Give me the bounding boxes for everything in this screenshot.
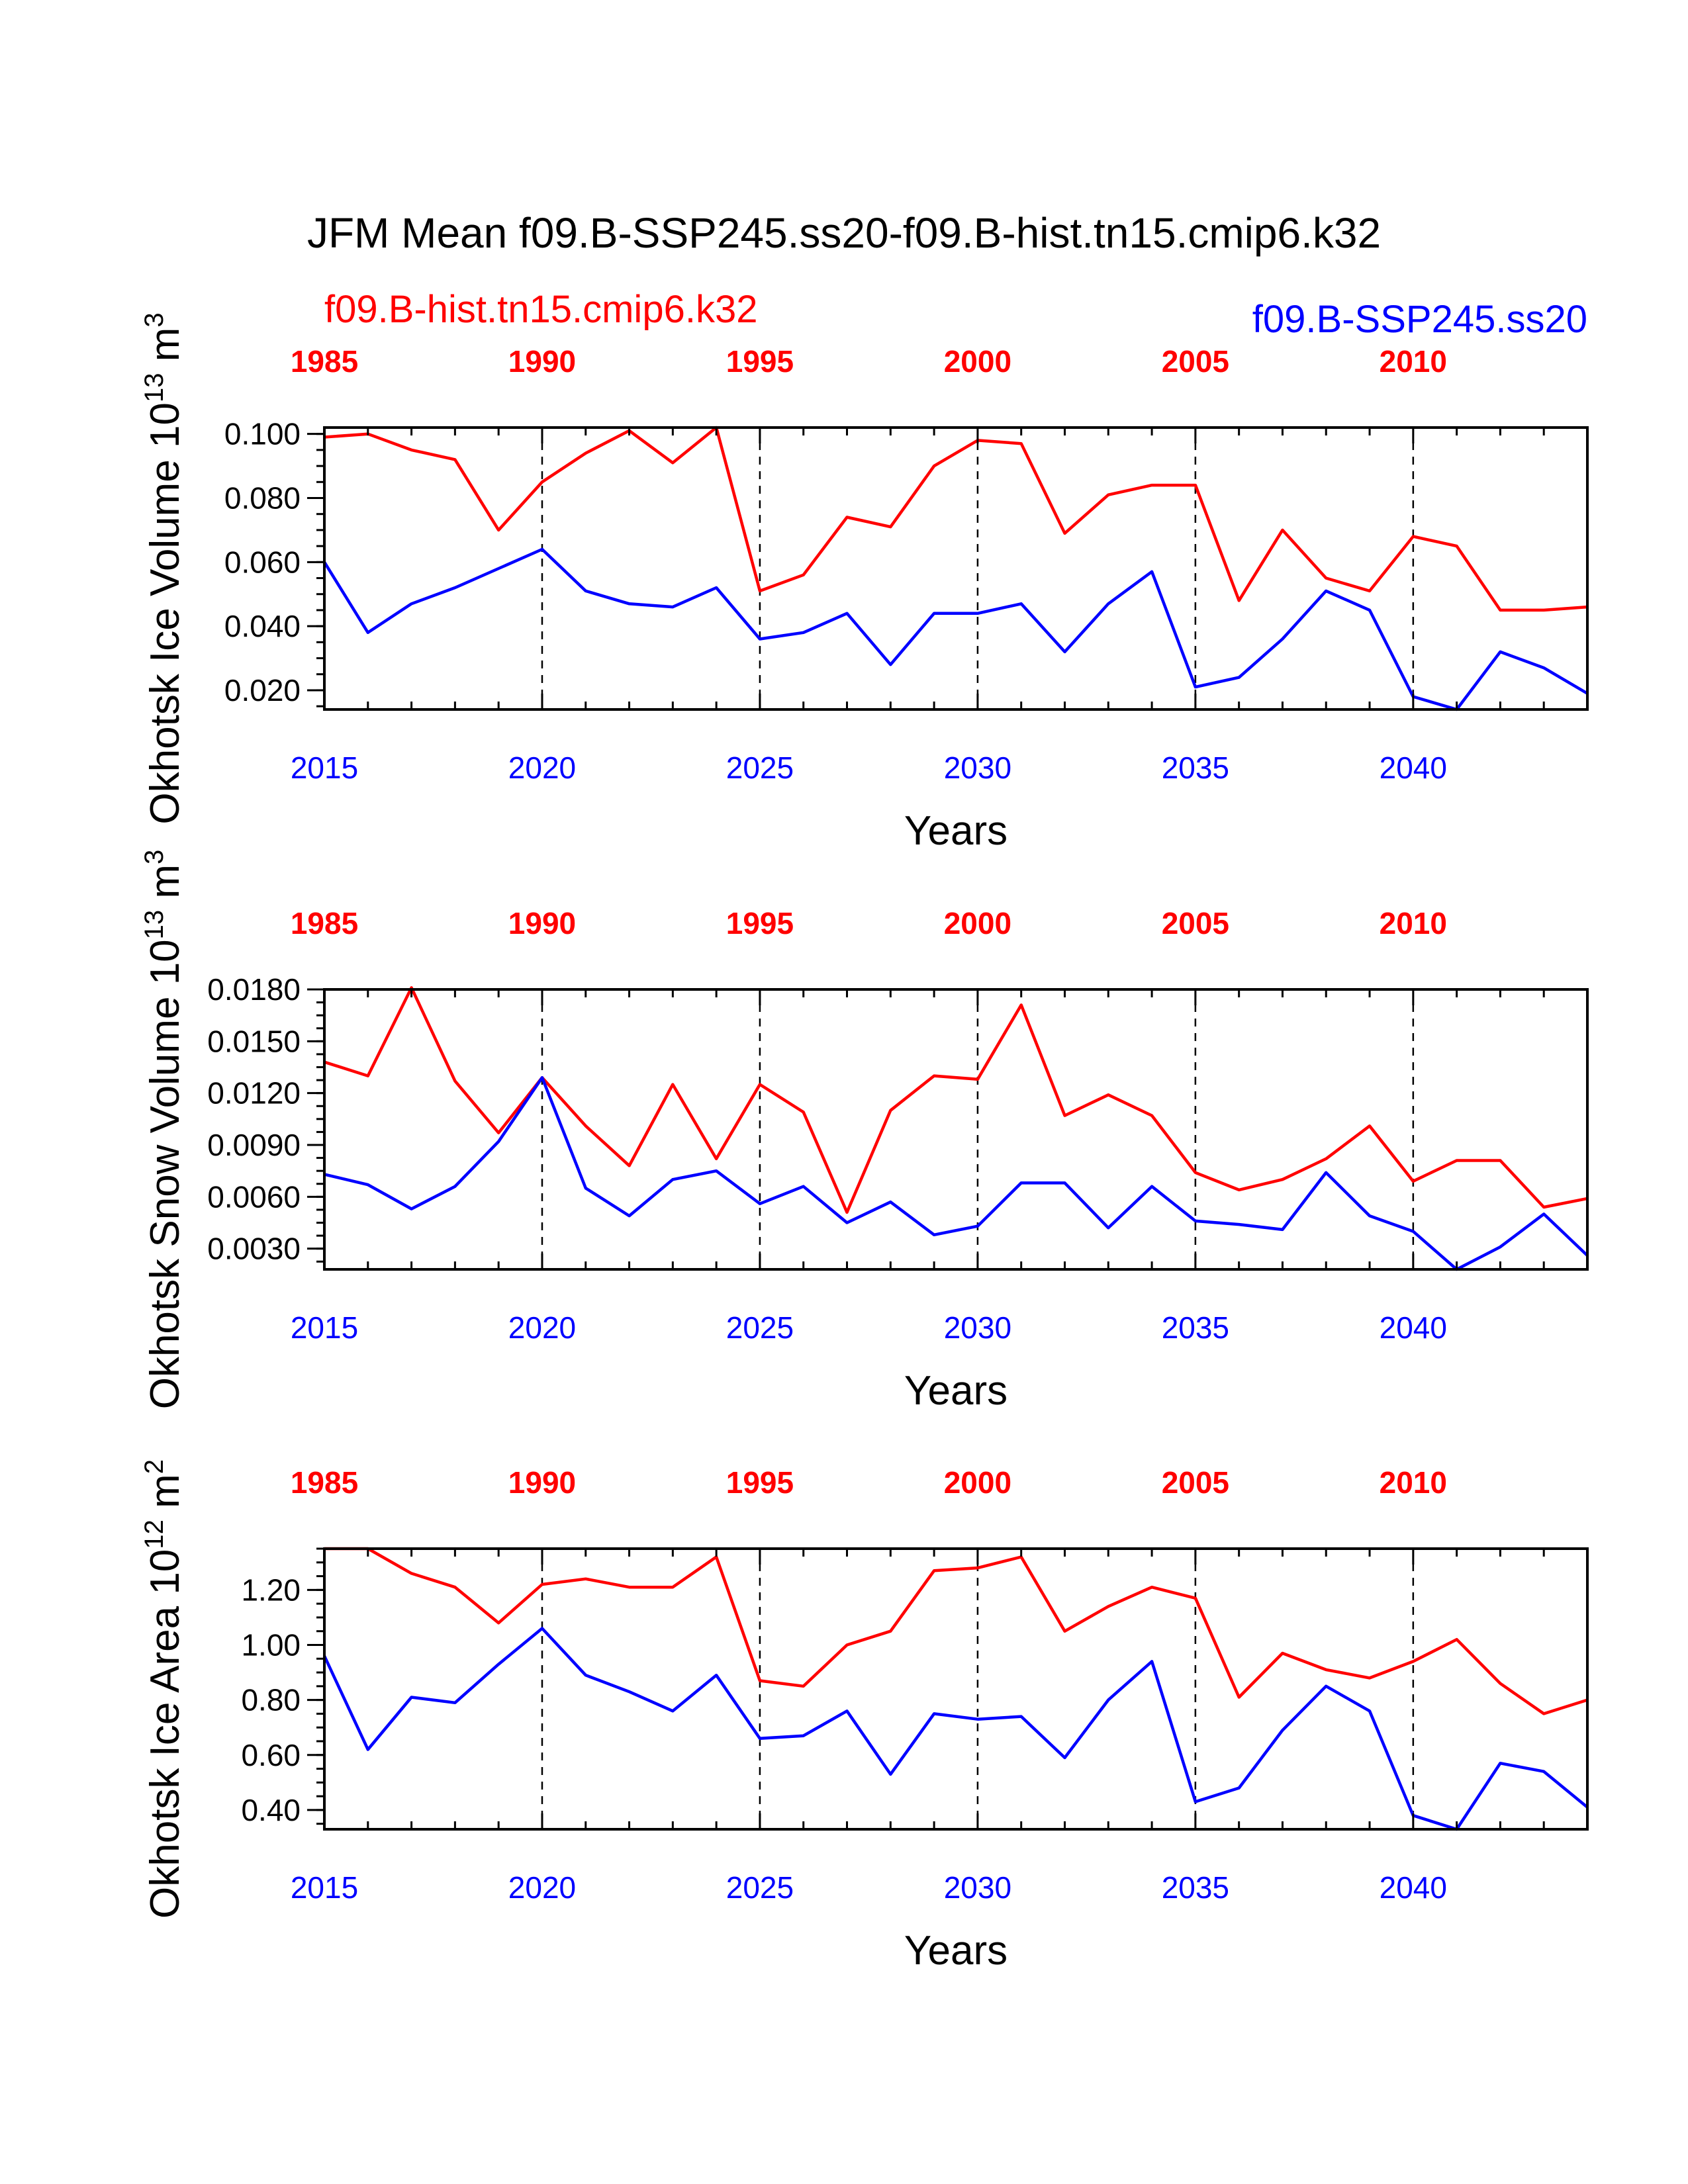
y-tick-label: 0.0150 (207, 1024, 301, 1058)
y-axis-title-text: Okhotsk Ice Area 10 (142, 1549, 188, 1919)
x-tick-label-bottom: 2015 (291, 751, 358, 785)
x-tick-label-bottom: 2035 (1162, 1870, 1229, 1905)
panel-2: 0.0030 0.0060 0.0090 0.0120 0.0150 0.0180 2015… (140, 850, 1589, 1414)
panel-1: 0.020 0.040 0.060 0.080 0.100 2015 2020 2025 203… (140, 312, 1589, 854)
x-tick-label-bottom: 2040 (1380, 1870, 1447, 1905)
x-tick-label-top: 2010 (1380, 906, 1447, 940)
x-tick-label-bottom: 2030 (944, 1870, 1011, 1905)
x-tick-label-bottom: 2025 (726, 1310, 794, 1345)
x-tick-label-bottom: 2020 (508, 1870, 576, 1905)
x-tick-label-bottom: 2040 (1380, 751, 1447, 785)
chart-panels: 0.020 0.040 0.060 0.080 0.100 2015 2020 2025 203… (140, 312, 1589, 1974)
y-tick-label: 0.0120 (207, 1076, 301, 1111)
y-axis-title-unit: m (142, 328, 188, 373)
x-tick-label-top: 1995 (726, 906, 794, 940)
legend-ssp-label: f09.B-SSP245.ss20 (1252, 298, 1587, 341)
x-tick-label-bottom: 2035 (1162, 1310, 1229, 1345)
y-tick-label: 1.20 (241, 1572, 301, 1607)
x-tick-label-top: 2000 (944, 344, 1011, 379)
y-tick-label: 0.020 (224, 673, 301, 707)
y-tick-label: 1.00 (241, 1627, 301, 1662)
x-tick-label-top: 1990 (508, 344, 576, 379)
series-line-ssp (324, 1075, 1589, 1271)
y-axis-title: Okhotsk Ice Volume 1013 m3 (140, 312, 188, 824)
series-line-hist (324, 426, 1588, 612)
plot-frame (323, 988, 1589, 1271)
x-axis-title: Years (904, 1928, 1008, 1974)
y-axis-title-unit-exponent: 3 (140, 850, 169, 864)
x-tick-label-top: 1990 (508, 1465, 576, 1500)
y-tick-label: 0.080 (224, 481, 301, 516)
series-line-hist (324, 986, 1588, 1214)
series-line-ssp (323, 547, 1589, 711)
y-tick-label: 0.100 (224, 417, 301, 451)
y-axis-title-text: Okhotsk Snow Volume 10 (142, 939, 188, 1409)
panel-3: 0.40 0.60 0.80 1.00 1.20 2015 2020 2025 2030 2035… (140, 1459, 1589, 1974)
y-tick-label: 0.80 (241, 1683, 301, 1717)
y-axis-title-unit: m (142, 864, 188, 910)
x-tick-label-bottom: 2030 (944, 751, 1011, 785)
plot-frame (323, 1547, 1589, 1831)
y-axis-title-exponent: 12 (140, 1520, 169, 1549)
legend-hist-label: f09.B-hist.tn15.cmip6.k32 (324, 288, 757, 331)
y-axis-title-exponent: 13 (140, 373, 169, 403)
x-tick-label-bottom: 2015 (291, 1870, 358, 1905)
y-axis-title: Okhotsk Ice Area 1012 m2 (140, 1459, 188, 1919)
series-line-hist (324, 1547, 1588, 1715)
plot-frame (323, 426, 1589, 711)
x-tick-label-top: 2010 (1380, 1465, 1447, 1500)
y-axis-title-unit-exponent: 3 (140, 312, 169, 327)
y-tick-label: 0.060 (224, 545, 301, 579)
x-tick-label-top: 1985 (291, 344, 358, 379)
y-axis-title-exponent: 13 (140, 910, 169, 940)
y-axis-title-text: Okhotsk Ice Volume 10 (142, 402, 188, 825)
x-tick-label-bottom: 2020 (508, 751, 576, 785)
x-tick-label-top: 2000 (944, 1465, 1011, 1500)
y-tick-label: 0.040 (224, 609, 301, 643)
x-tick-label-bottom: 2020 (508, 1310, 576, 1345)
x-tick-label-top: 2005 (1162, 906, 1229, 940)
x-tick-label-top: 2005 (1162, 344, 1229, 379)
y-tick-label: 0.0180 (207, 972, 301, 1007)
x-tick-label-bottom: 2030 (944, 1310, 1011, 1345)
figure-title: JFM Mean f09.B-SSP245.ss20-f09.B-hist.tn… (307, 209, 1381, 257)
x-axis-title: Years (904, 808, 1008, 854)
x-tick-label-top: 2000 (944, 906, 1011, 940)
x-tick-label-top: 1995 (726, 1465, 794, 1500)
x-tick-label-top: 1990 (508, 906, 576, 940)
x-tick-label-bottom: 2035 (1162, 751, 1229, 785)
y-tick-label: 0.0060 (207, 1179, 301, 1214)
x-tick-label-bottom: 2015 (291, 1310, 358, 1345)
x-tick-label-bottom: 2025 (726, 751, 794, 785)
y-tick-label: 0.60 (241, 1738, 301, 1772)
y-axis-title: Okhotsk Snow Volume 1013 m3 (140, 850, 188, 1410)
y-tick-label: 0.0030 (207, 1232, 301, 1266)
x-tick-label-top: 2010 (1380, 344, 1447, 379)
y-axis-title-unit: m (142, 1474, 188, 1520)
x-tick-label-top: 1985 (291, 1465, 358, 1500)
x-tick-label-top: 2005 (1162, 1465, 1229, 1500)
y-axis-title-unit-exponent: 2 (140, 1459, 169, 1474)
x-tick-label-bottom: 2040 (1380, 1310, 1447, 1345)
y-tick-label: 0.0090 (207, 1128, 301, 1162)
y-tick-label: 0.40 (241, 1793, 301, 1827)
x-axis-title: Years (904, 1368, 1008, 1414)
x-tick-label-top: 1995 (726, 344, 794, 379)
x-tick-label-bottom: 2025 (726, 1870, 794, 1905)
x-tick-label-top: 1985 (291, 906, 358, 940)
series-line-ssp (322, 1627, 1589, 1831)
